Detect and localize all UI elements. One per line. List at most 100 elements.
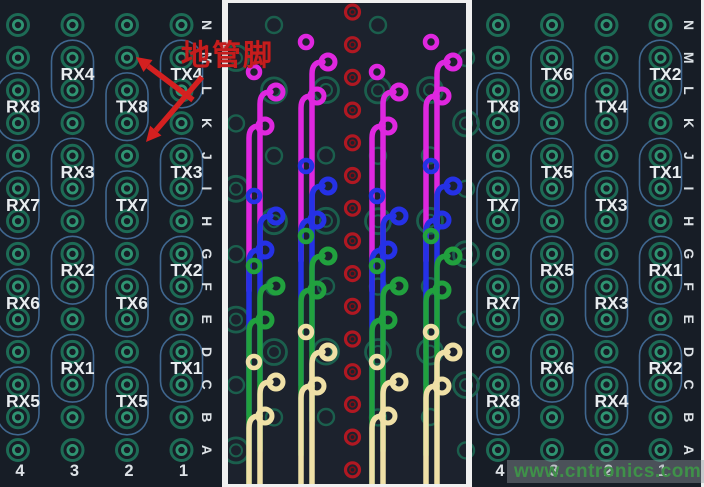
ground-via xyxy=(343,101,362,119)
ground-via-center xyxy=(349,466,356,474)
pad xyxy=(486,78,510,103)
ground-via xyxy=(343,134,362,152)
trace-curl xyxy=(266,372,286,392)
pair-label-rx4: RX4 xyxy=(60,64,94,84)
pad xyxy=(594,405,619,430)
pair-oval xyxy=(530,137,574,207)
pad xyxy=(648,176,673,201)
pad xyxy=(594,339,619,364)
pad xyxy=(60,78,85,103)
pair-label-rx4: RX4 xyxy=(594,391,628,411)
pad xyxy=(169,274,194,299)
pad xyxy=(648,111,673,136)
pair-oval xyxy=(476,366,520,436)
pad xyxy=(540,176,564,201)
pad xyxy=(594,143,619,168)
pad xyxy=(169,307,194,332)
deco-ring xyxy=(364,338,392,366)
pad xyxy=(115,274,139,299)
pad xyxy=(486,372,510,397)
pair-label-rx2: RX2 xyxy=(60,260,94,280)
row-letter: K xyxy=(681,118,697,128)
row-letter-column: N M L K J I H G F E D C B A xyxy=(681,20,697,455)
pad xyxy=(594,13,619,37)
deco-ring xyxy=(260,76,288,105)
pair-oval xyxy=(0,366,40,436)
pad xyxy=(594,274,619,299)
pad xyxy=(6,143,30,168)
pair-oval xyxy=(159,333,204,403)
row-letter: L xyxy=(199,86,215,95)
trace-loop xyxy=(297,33,315,51)
deco-ring xyxy=(264,408,284,427)
row-letter: N xyxy=(199,20,215,30)
pad xyxy=(115,78,139,103)
row-letter: B xyxy=(681,412,697,422)
column-number: 2 xyxy=(124,462,133,480)
pad xyxy=(6,437,30,462)
trace-loop xyxy=(297,157,315,175)
pad xyxy=(6,176,30,201)
pad xyxy=(60,372,85,397)
pad xyxy=(594,111,619,136)
pair-oval xyxy=(476,170,520,240)
pad xyxy=(60,274,85,299)
pad-grid xyxy=(486,13,673,462)
pad-grid xyxy=(6,13,194,462)
trace-curl xyxy=(389,206,409,226)
trace-loop xyxy=(245,63,263,81)
pad xyxy=(540,274,564,299)
deco-ring-inner xyxy=(371,83,385,98)
pair-labels: RX8 RX7 RX6 RX5 RX4 RX3 RX2 RX1 TX8 TX7 TX6 TX5 TX4 T… xyxy=(6,64,203,411)
pad xyxy=(115,13,139,37)
pair-label-rx5: RX5 xyxy=(540,260,574,280)
row-letter: E xyxy=(199,315,215,324)
pad xyxy=(648,307,673,332)
pad xyxy=(169,405,194,430)
trace-loop xyxy=(368,257,386,275)
column-number: 4 xyxy=(495,462,505,480)
pad xyxy=(540,209,564,234)
trace-loop xyxy=(245,353,263,371)
pad xyxy=(486,111,510,136)
pad xyxy=(115,307,139,332)
pair-label-tx7: TX7 xyxy=(487,195,519,215)
pad xyxy=(648,339,673,364)
ground-via xyxy=(343,363,362,381)
ground-via-center xyxy=(349,172,356,179)
pair-oval xyxy=(584,170,629,240)
pad xyxy=(60,307,85,332)
deco-ring-inner xyxy=(267,345,281,359)
trace-curl xyxy=(266,206,286,226)
trace-curl xyxy=(266,82,286,102)
trace-curl xyxy=(389,276,409,296)
row-letter: N xyxy=(681,20,697,30)
column-number: 4 xyxy=(15,462,25,480)
pad xyxy=(648,143,673,168)
trace-loop xyxy=(368,63,386,81)
pad xyxy=(60,209,85,234)
pad xyxy=(115,405,139,430)
pair-label-tx1: TX1 xyxy=(170,358,202,378)
row-letter: D xyxy=(199,347,215,357)
pair-oval xyxy=(105,72,149,142)
pad xyxy=(115,339,139,364)
pad xyxy=(486,274,510,299)
pair-oval xyxy=(638,333,683,403)
deco-ring xyxy=(264,15,284,35)
column-number: 3 xyxy=(549,462,558,480)
pair-oval xyxy=(638,235,683,305)
row-letter-column: N M L K J I H G F E D C B A xyxy=(199,20,215,455)
pad xyxy=(540,307,564,332)
pad xyxy=(169,241,194,266)
ground-via xyxy=(343,68,362,87)
pair-oval xyxy=(0,170,40,240)
ground-via xyxy=(343,395,362,413)
edge-right xyxy=(701,0,704,487)
pad xyxy=(169,13,194,37)
pad xyxy=(60,405,85,430)
row-letter: J xyxy=(199,152,215,160)
trace-curl xyxy=(443,176,463,196)
pad xyxy=(60,241,85,266)
trace-curl xyxy=(318,176,338,196)
